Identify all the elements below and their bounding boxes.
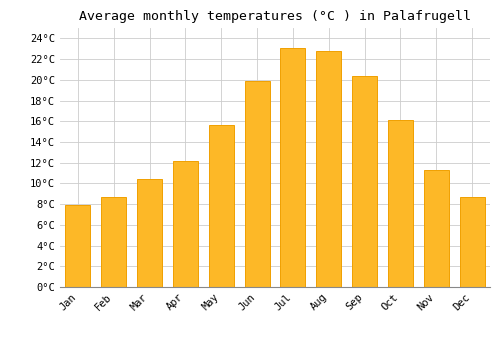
Bar <box>280 48 305 287</box>
Bar <box>173 161 198 287</box>
Bar <box>460 197 484 287</box>
Bar <box>244 81 270 287</box>
Bar <box>424 170 449 287</box>
Bar <box>208 125 234 287</box>
Title: Average monthly temperatures (°C ) in Palafrugell: Average monthly temperatures (°C ) in Pa… <box>79 10 471 23</box>
Bar <box>352 76 377 287</box>
Bar <box>101 197 126 287</box>
Bar <box>66 205 90 287</box>
Bar <box>316 51 342 287</box>
Bar <box>137 179 162 287</box>
Bar <box>388 120 413 287</box>
